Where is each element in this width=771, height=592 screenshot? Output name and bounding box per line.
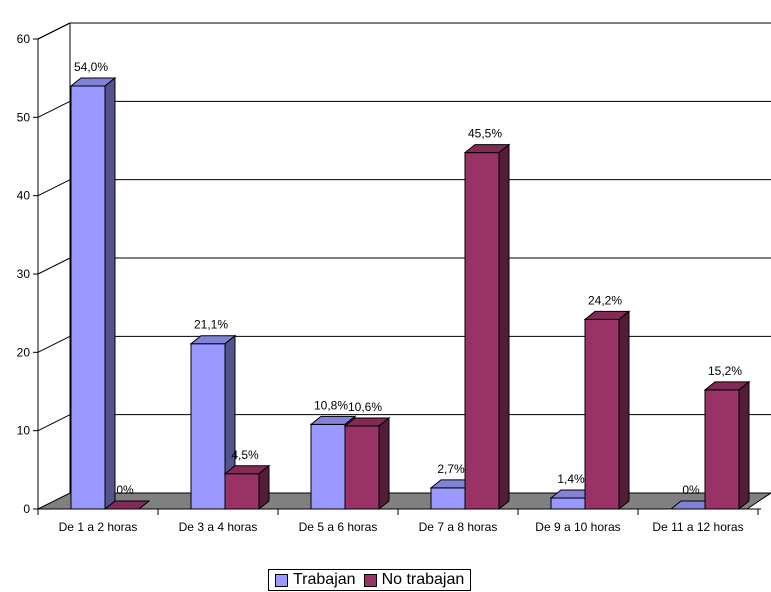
x-tick-label: De 1 a 2 horas: [59, 520, 138, 534]
bar-side: [138, 500, 150, 510]
bar-front: [584, 318, 620, 510]
bar-front: [190, 343, 226, 510]
data-label: 4,5%: [231, 448, 259, 462]
bar-front: [70, 85, 106, 510]
y-tick-label: 40: [17, 189, 31, 203]
data-label: 10,6%: [348, 400, 382, 414]
y-tick-label: 0: [23, 502, 30, 516]
bar-side: [104, 76, 116, 511]
bar: [343, 416, 391, 511]
data-labels: 54,0% 0% 21,1% 4,5% 10,8% 10,6% 2,7% 45,5% 1,4% 2…: [74, 60, 742, 497]
data-label: 15,2%: [708, 364, 742, 378]
data-label: 0%: [682, 483, 700, 497]
gridline-side: [37, 257, 71, 275]
bars: [69, 76, 751, 511]
bar-side: [498, 143, 510, 511]
y-axis: 0 10 20 30 40 50 60: [17, 32, 39, 516]
x-tick-label: De 3 a 4 horas: [179, 520, 258, 534]
y-tick-label: 60: [17, 32, 31, 46]
gridlines: [37, 22, 771, 432]
bar-side: [258, 464, 270, 511]
bar-front: [430, 487, 466, 510]
bar-side: [738, 380, 750, 511]
data-label: 45,5%: [468, 127, 502, 141]
x-tick-label: De 11 a 12 horas: [652, 520, 743, 534]
x-axis: De 1 a 2 horas De 3 a 4 horas De 5 a 6 hor…: [37, 508, 761, 534]
data-label: 21,1%: [194, 318, 228, 332]
x-tick-label: De 5 a 6 horas: [299, 520, 378, 534]
bar-side: [618, 310, 630, 511]
legend: Trabajan No trabajan: [268, 569, 472, 591]
bar: [223, 464, 271, 511]
bar: [69, 76, 117, 511]
data-label: 0%: [116, 483, 134, 497]
bar-front: [464, 152, 500, 510]
y-tick-label: 10: [17, 424, 31, 438]
data-label: 10,8%: [314, 398, 348, 412]
y-tick-label: 30: [17, 267, 31, 281]
gridline-side: [37, 179, 71, 197]
legend-swatch-trabajan: [275, 573, 288, 587]
data-label: 54,0%: [74, 60, 108, 74]
legend-swatch-no-trabajan: [363, 573, 377, 587]
legend-label-trabajan: Trabajan: [293, 571, 356, 588]
gridline-side: [37, 22, 71, 40]
bar: [583, 310, 631, 511]
data-label: 2,7%: [437, 462, 465, 476]
bar-front: [550, 497, 586, 510]
y-tick-label: 50: [17, 110, 31, 124]
legend-item-trabajan: Trabajan: [275, 571, 356, 589]
gridline-side: [37, 100, 71, 118]
bar-front: [310, 423, 346, 510]
data-label: 1,4%: [557, 472, 585, 486]
data-label: 24,2%: [588, 293, 622, 307]
legend-label-no-trabajan: No trabajan: [381, 571, 465, 588]
x-tick-label: De 7 a 8 horas: [419, 520, 498, 534]
gridline-side: [37, 414, 71, 432]
bar-front: [224, 473, 260, 510]
bar: [463, 143, 511, 511]
x-tick-label: De 9 a 10 horas: [535, 520, 620, 534]
bar-front: [704, 389, 740, 510]
bar-front: [344, 425, 380, 510]
gridline-side: [37, 335, 71, 353]
bar-side: [378, 416, 390, 511]
y-tick-label: 20: [17, 345, 31, 359]
bar: [703, 380, 751, 511]
chart-walls: [37, 22, 771, 510]
legend-item-no-trabajan: No trabajan: [363, 571, 465, 589]
